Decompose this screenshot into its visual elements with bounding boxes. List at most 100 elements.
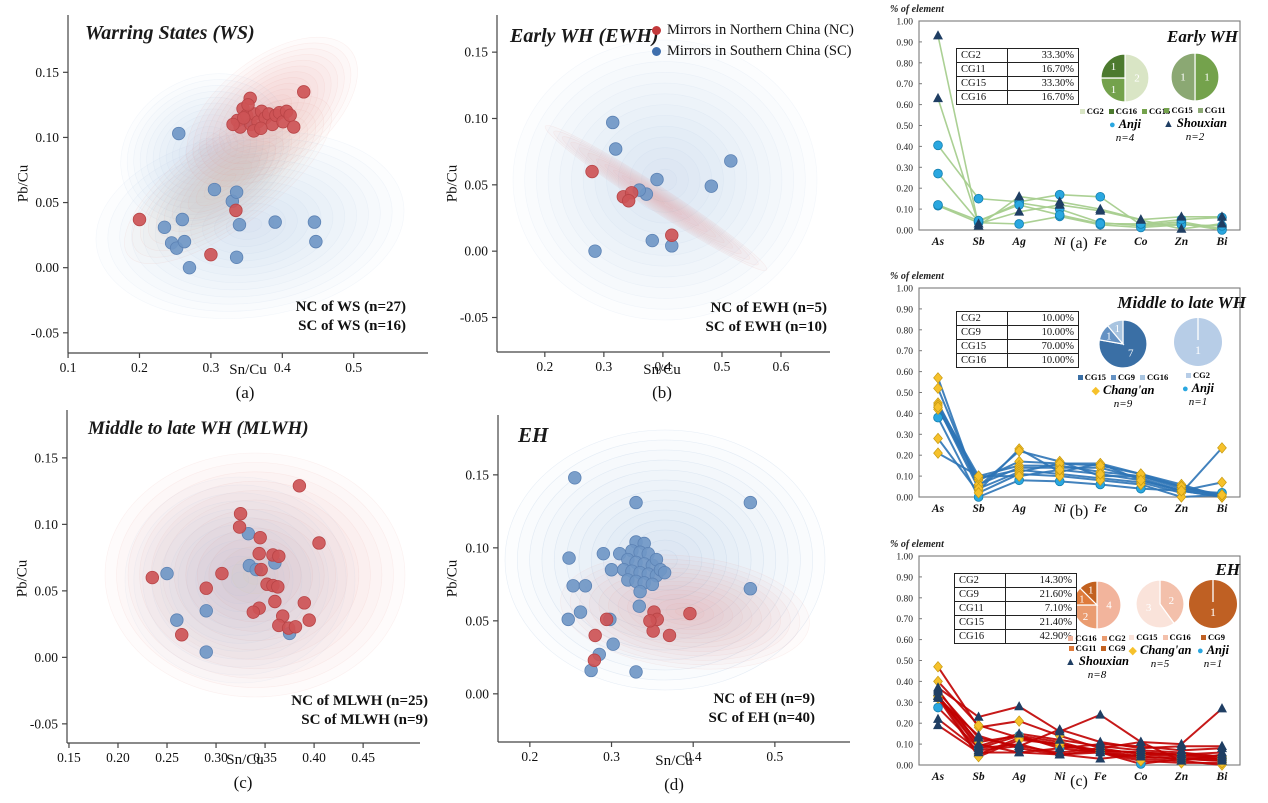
y-tick-label: 0.70 (896, 80, 913, 90)
x-category-label: Co (1134, 503, 1148, 515)
triangle-marker (1135, 751, 1146, 761)
cg-cell: CG15 (954, 615, 1006, 630)
diamond-marker (933, 661, 943, 673)
cg-cell: CG16 (954, 629, 1006, 644)
nc-data-point (233, 507, 248, 521)
sc-data-point (157, 220, 172, 235)
x-category-label: Zn (1174, 771, 1188, 783)
y-tick-label: -0.05 (31, 325, 59, 340)
nc-legend-label: Mirrors in Northern China (NC) (667, 22, 854, 38)
x-category-label: Ni (1053, 503, 1066, 515)
series-lines (937, 35, 1223, 231)
x-axis-label: Sn/Cu (643, 362, 681, 378)
pie-shouxian: 11 (1170, 52, 1220, 102)
x-category-label: Zn (1174, 236, 1188, 248)
cg-cell: CG11 (956, 62, 1008, 77)
pct-cell: 42.90% (1005, 629, 1077, 644)
site-n-label: n=1 (1203, 658, 1223, 671)
x-tick-label: 0.20 (106, 750, 130, 765)
cg-percentage-table: CG2 10.00% CG9 10.00% CG15 70.00% CG16 10.00% (956, 311, 1079, 368)
nc-data-point (229, 203, 243, 218)
table-row: CG11 16.70% (956, 62, 1079, 77)
y-axis-label: Pb/Cu (444, 559, 461, 598)
sc-points (561, 471, 758, 679)
nc-data-point (254, 562, 268, 577)
site-label: ● Anji (1143, 381, 1253, 396)
y-tick-label: 0.20 (896, 185, 913, 195)
circle-icon: ● (1109, 119, 1116, 132)
sample-counts: NC of MLWH (n=25) SC of MLWH (n=9) (291, 693, 428, 728)
sc-legend-label: Mirrors in Southern China (SC) (667, 43, 852, 60)
diamond-marker (973, 470, 984, 482)
panel-caption: (c) (233, 773, 253, 792)
pie-slice (1098, 319, 1148, 369)
nc-data-point (283, 108, 297, 122)
x-axis-label: Sn/Cu (655, 753, 693, 769)
series-lines (937, 377, 1223, 499)
y-tick-label: 0.50 (896, 657, 913, 667)
x-tick-label: 0.45 (351, 750, 375, 765)
sc-data-point (229, 185, 244, 199)
x-tick-label: 0.35 (253, 750, 277, 765)
legend-item: CG16 (1162, 632, 1191, 642)
legend-swatch-icon (1101, 645, 1107, 651)
pie-slice (1100, 53, 1126, 79)
triangle-marker (1216, 751, 1227, 761)
triangle-marker (1095, 205, 1106, 215)
sc-legend-dot (652, 47, 661, 57)
pie-slice (1106, 319, 1124, 346)
y-axis-title: % of element (890, 271, 944, 282)
x-tick-label: 0.40 (302, 750, 326, 765)
sc-data-point (596, 546, 611, 561)
legend-item: CG16 (1068, 633, 1097, 643)
y-tick-label: 0.80 (896, 594, 913, 604)
legend-item: CG16 (1140, 372, 1168, 382)
y-tick-label: 0.60 (896, 101, 913, 111)
table-row: CG16 10.00% (956, 353, 1079, 368)
pie-slice (1194, 52, 1220, 102)
y-tick-label: 0.20 (896, 720, 913, 730)
y-tick-label: 0.00 (465, 686, 489, 701)
nc-density-contour (186, 36, 358, 188)
nc-data-point (175, 628, 189, 642)
cg-percentage-table: CG2 14.30% CG9 21.60% CG11 7.10% CG15 21.40% CG1… (954, 573, 1077, 644)
diamond-marker (1176, 484, 1187, 497)
cg-cell: CG16 (956, 90, 1008, 105)
nc-data-point (297, 596, 311, 610)
y-tick-label: 0.30 (896, 699, 913, 709)
y-tick-label: 0.40 (896, 143, 913, 153)
sc-data-point (566, 579, 580, 593)
nc-points (585, 164, 679, 242)
y-tick-label: 0.05 (35, 195, 59, 210)
x-tick-label: 0.3 (603, 749, 620, 764)
x-tick-label: 0.5 (766, 749, 783, 764)
x-category-label: Ag (1011, 236, 1026, 248)
y-tick-label: 0.60 (896, 636, 913, 646)
y-tick-label: 0.90 (896, 305, 913, 315)
sc-data-point (645, 233, 659, 248)
series-line (937, 706, 1222, 765)
triangle-marker (973, 711, 984, 721)
legend-cg-label: CG16 (1169, 632, 1191, 642)
legend-swatch-icon (1164, 107, 1170, 113)
table-row: CG9 10.00% (956, 325, 1079, 340)
y-tick-label: 0.40 (896, 678, 913, 688)
pie-slice (1159, 579, 1185, 625)
nc-data-point (132, 212, 147, 227)
sc-data-point (588, 244, 602, 258)
cg-cell: CG11 (954, 601, 1006, 616)
triangle-marker (1176, 223, 1187, 233)
diamond-marker (973, 487, 984, 499)
pie-slice (1189, 580, 1237, 628)
x-tick-label: 0.3 (595, 359, 612, 374)
pie-slice (1079, 580, 1098, 607)
y-tick-label: 0.30 (896, 431, 913, 441)
legend-item: CG2 (1079, 106, 1104, 116)
circle-icon: ● (1197, 645, 1204, 658)
legend-cg-label: CG9 (1208, 632, 1225, 642)
cg-cell: CG9 (954, 587, 1006, 602)
sc-data-point (606, 637, 620, 651)
sc-data-point (632, 599, 646, 613)
y-tick-label: 0.05 (464, 177, 488, 192)
panel-title: EH (518, 423, 549, 447)
